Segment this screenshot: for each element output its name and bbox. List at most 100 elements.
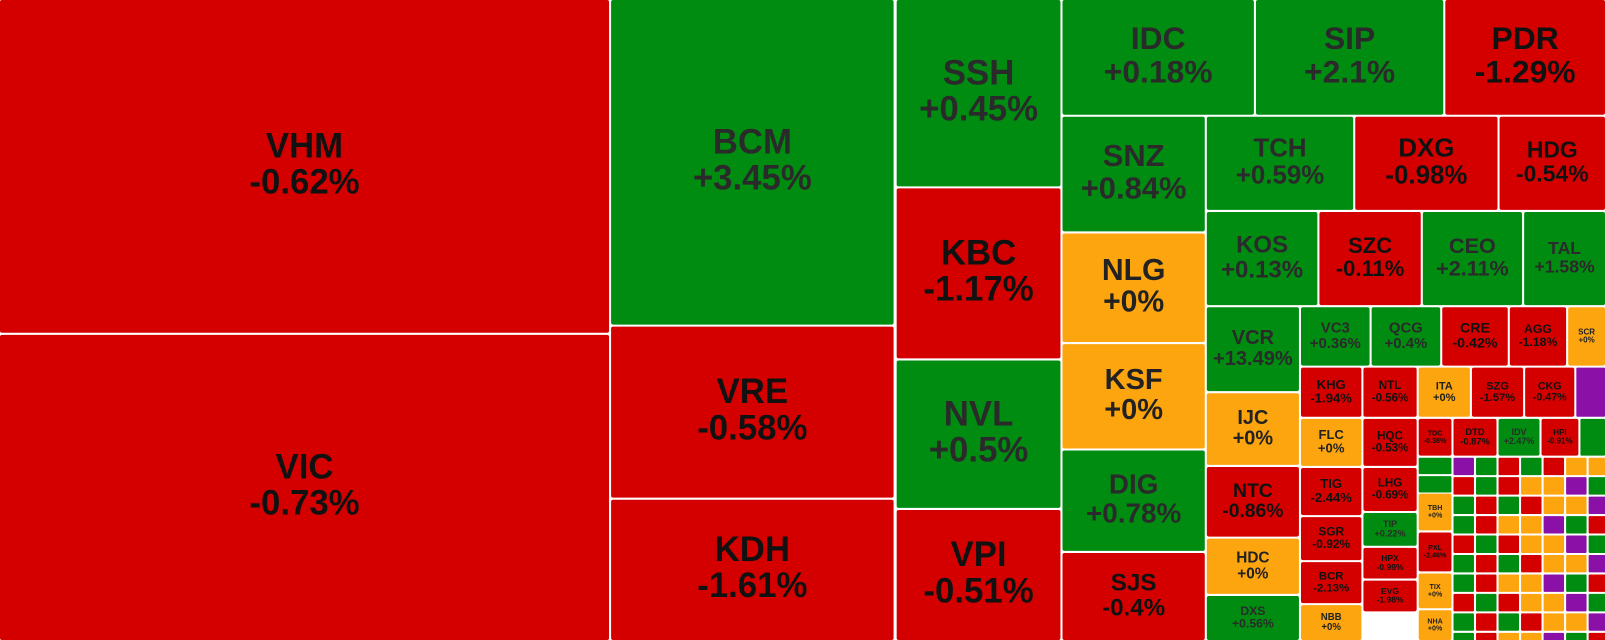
- tile: [1524, 211, 1605, 306]
- tile: [1418, 573, 1452, 609]
- minor-tile: [1588, 632, 1605, 640]
- change-label: -1.17%: [923, 270, 1033, 309]
- ticker-label: PDR: [1492, 20, 1559, 56]
- minor-tile: [1521, 574, 1542, 592]
- minor-tile: [1498, 574, 1520, 592]
- change-label: -0.92%: [1312, 537, 1350, 551]
- minor-tile: [1476, 516, 1497, 534]
- minor-tile: [1453, 574, 1474, 592]
- tile: [1418, 493, 1452, 531]
- ticker-label: ITA: [1436, 380, 1453, 392]
- minor-tile: [1566, 516, 1587, 534]
- ticker-label: NBB: [1321, 612, 1342, 623]
- tile: [1568, 307, 1605, 366]
- change-label: -0.87%: [1460, 437, 1490, 447]
- minor-tile: [1498, 496, 1520, 515]
- tile: [1319, 211, 1421, 306]
- change-label: +0.78%: [1086, 498, 1181, 529]
- change-label: +0.22%: [1374, 529, 1405, 539]
- minor-tile: [1543, 555, 1565, 573]
- minor-tile: [1453, 457, 1474, 476]
- change-label: +0.59%: [1236, 162, 1324, 190]
- change-label: +0.13%: [1221, 256, 1303, 283]
- tile: [1300, 517, 1362, 561]
- minor-tile: [1418, 457, 1452, 475]
- minor-tile: [1521, 496, 1542, 515]
- ticker-label: SZC: [1348, 233, 1392, 258]
- tile: [1206, 307, 1299, 392]
- change-label: -1.29%: [1475, 53, 1576, 89]
- minor-tile: [1543, 574, 1565, 592]
- tile: [1300, 307, 1370, 366]
- minor-tile: [1543, 457, 1565, 476]
- minor-tile: [1521, 632, 1542, 640]
- tile: [1509, 307, 1567, 366]
- tile: [0, 0, 610, 333]
- tile: [1371, 307, 1441, 366]
- minor-tile: [1588, 516, 1605, 534]
- ticker-label: SJS: [1111, 569, 1157, 596]
- change-label: -0.58%: [697, 408, 807, 447]
- tile: [1363, 513, 1417, 546]
- ticker-label: TIG: [1320, 476, 1342, 491]
- ticker-label: SSH: [943, 53, 1015, 92]
- tile: [1442, 307, 1508, 366]
- minor-tile: [1566, 613, 1587, 631]
- minor-tile: [1498, 457, 1520, 476]
- change-label: -0.51%: [923, 571, 1033, 610]
- change-label: +0%: [1428, 625, 1443, 633]
- change-label: +0%: [1433, 392, 1456, 404]
- tile: [1363, 367, 1417, 417]
- tile: [1471, 367, 1524, 417]
- minor-tile: [1453, 613, 1474, 631]
- minor-tile: [1588, 457, 1605, 476]
- change-label: -1.61%: [697, 566, 807, 605]
- tile: [1062, 552, 1205, 640]
- minor-tile: [1476, 457, 1497, 476]
- tile: [1206, 116, 1354, 210]
- ticker-label: QCG: [1389, 321, 1423, 337]
- tile: [1418, 418, 1452, 456]
- minor-tile: [1521, 477, 1542, 495]
- minor-tile: [1453, 496, 1474, 515]
- change-label: -0.73%: [249, 484, 359, 523]
- minor-tile: [1588, 477, 1605, 495]
- ticker-label: NTL: [1379, 380, 1401, 392]
- ticker-label: CKG: [1538, 380, 1562, 392]
- tile: [1206, 595, 1299, 640]
- change-label: -0.91%: [1547, 437, 1572, 446]
- change-label: -0.98%: [1385, 162, 1467, 190]
- change-label: +0%: [1578, 336, 1594, 345]
- minor-tile: [1566, 555, 1587, 573]
- ticker-label: SNZ: [1103, 138, 1165, 173]
- tile: [1206, 393, 1299, 465]
- ticker-label: SCR: [1578, 327, 1595, 336]
- minor-tile: [1588, 496, 1605, 515]
- ticker-label: SIP: [1324, 20, 1375, 56]
- ticker-label: TDC: [1428, 429, 1443, 437]
- minor-tile: [1543, 593, 1565, 612]
- tile: [1206, 466, 1299, 537]
- tile: [1418, 610, 1452, 640]
- minor-tile: [1566, 632, 1587, 640]
- minor-tile: [1498, 555, 1520, 573]
- minor-tile: [1588, 555, 1605, 573]
- change-label: +0.45%: [919, 89, 1038, 128]
- change-label: +0.18%: [1104, 53, 1213, 89]
- minor-tile: [1453, 516, 1474, 534]
- ticker-label: NHA: [1427, 617, 1442, 625]
- ticker-label: NVL: [944, 394, 1014, 433]
- ticker-label: KDH: [715, 530, 790, 569]
- ticker-label: KSF: [1105, 364, 1163, 396]
- change-label: +0%: [1237, 565, 1268, 582]
- tile: [1062, 344, 1205, 449]
- ticker-label: TBH: [1428, 504, 1443, 512]
- ticker-label: KBC: [941, 233, 1016, 272]
- tile: [611, 0, 894, 325]
- change-label: +0%: [1103, 285, 1164, 318]
- minor-tile: [1476, 535, 1497, 553]
- minor-tile: [1453, 555, 1474, 573]
- tile: [1062, 233, 1205, 343]
- ticker-label: IDV: [1512, 427, 1527, 437]
- change-label: +0%: [1428, 590, 1443, 598]
